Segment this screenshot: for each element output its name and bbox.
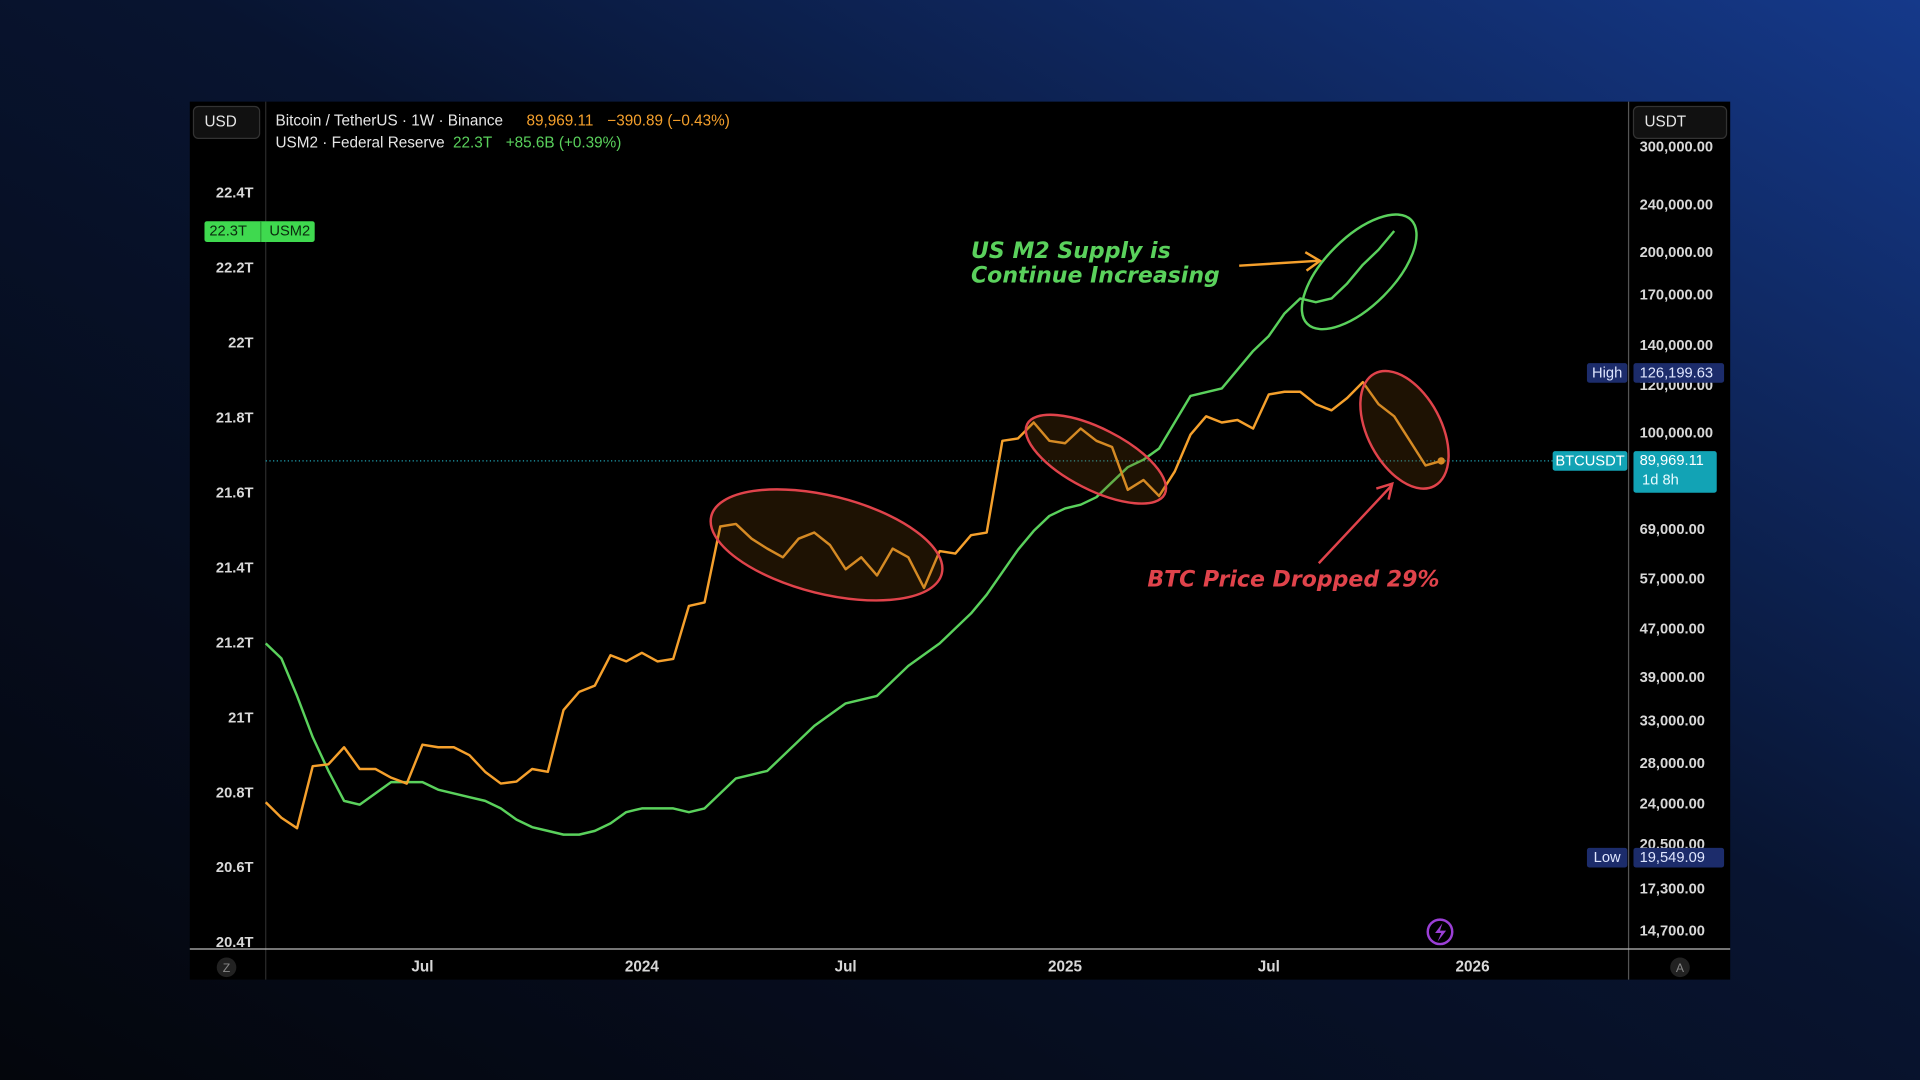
highlight-ellipse	[709, 488, 944, 602]
icon-label: A	[1676, 961, 1685, 975]
low-label-box	[1586, 847, 1628, 868]
countdown-text: 1d 8h	[1642, 472, 1679, 488]
legend-price: 89,969.11	[527, 112, 594, 129]
currency-label: USD	[204, 113, 236, 130]
y-tick-label: 21.2T	[216, 635, 254, 651]
y-tick-label: 22T	[228, 335, 253, 351]
y2-tick-label: 100,000.00	[1640, 425, 1714, 441]
currency-button[interactable]	[1632, 105, 1728, 139]
lightning-glyph	[1435, 923, 1447, 942]
last-price-box	[1633, 451, 1717, 493]
x-tick-label: 2025	[1048, 958, 1083, 975]
x-tick-label: 2024	[625, 958, 660, 975]
last-point	[1437, 457, 1445, 465]
y2-tick-label: 14,700.00	[1640, 924, 1705, 940]
y-tick-label: 21T	[228, 710, 253, 726]
y2-tick-label: 33,000.00	[1640, 713, 1705, 729]
annotation: BTC Price Dropped 29%	[1147, 567, 1439, 592]
annotation: Continue Increasing	[971, 264, 1220, 289]
x-tick-label: Jul	[835, 958, 857, 975]
auto-icon[interactable]	[1670, 957, 1690, 978]
m2-badge-box	[204, 221, 315, 243]
highlight-ellipse	[1300, 213, 1418, 331]
legend-change: −390.89 (−0.43%)	[607, 112, 729, 129]
y-tick-label: 22.4T	[216, 185, 254, 201]
y2-tick-label: 47,000.00	[1640, 622, 1705, 638]
high-value-box	[1633, 363, 1725, 383]
last-price-text: 89,969.11	[1640, 453, 1704, 469]
legend-price: 22.3T	[453, 134, 492, 151]
legend-change: +85.6B (+0.39%)	[506, 134, 622, 151]
lightning-icon[interactable]	[1426, 918, 1454, 946]
high-value-text: 126,199.63	[1640, 365, 1714, 381]
zoom-icon[interactable]	[216, 957, 237, 978]
high-label-text: High	[1592, 365, 1622, 381]
y-tick-label: 20.4T	[216, 935, 254, 951]
annotations: US M2 Supply is Continue Increasing BTC …	[709, 213, 1454, 946]
series-line	[264, 380, 1442, 830]
currency-label: USDT	[1644, 113, 1686, 130]
highlight-ellipse	[1024, 413, 1168, 505]
header: USD USDT Bitcoin / TetherUS · 1W · Binan…	[192, 105, 1728, 978]
arrow	[1239, 251, 1323, 272]
symbol-box	[1552, 451, 1628, 471]
y2-tick-label: 57,000.00	[1640, 571, 1705, 587]
y-tick-label: 21.4T	[216, 560, 254, 576]
icon-label: Z	[223, 961, 231, 975]
y2-tick-label: 140,000.00	[1640, 338, 1714, 354]
y2-tick-label: 240,000.00	[1640, 198, 1714, 214]
y2-tick-label: 200,000.00	[1640, 245, 1714, 261]
y-tick-label: 22.2T	[216, 260, 254, 276]
m2-badge-value: 22.3T	[209, 223, 247, 239]
series-line	[264, 230, 1396, 836]
y2-tick-label: 300,000.00	[1640, 140, 1714, 156]
x-tick-label: 2026	[1456, 958, 1490, 975]
y2-tick-label: 28,000.00	[1640, 756, 1705, 772]
y2-tick-label: 24,000.00	[1640, 796, 1705, 812]
y2-tick-label: 39,000.00	[1640, 670, 1705, 686]
symbol-text: BTCUSDT	[1555, 453, 1624, 469]
y-tick-label: 21.6T	[216, 485, 254, 501]
y-tick-label: 21.8T	[216, 410, 254, 426]
high-label-box	[1586, 363, 1628, 383]
x-tick-label: Jul	[1258, 958, 1280, 975]
currency-button[interactable]	[192, 105, 261, 139]
x-tick-label: Jul	[411, 958, 433, 975]
legend-title: Bitcoin / TetherUS · 1W · Binance	[276, 112, 504, 129]
low-value-text: 19,549.09	[1640, 850, 1705, 866]
chart-panel	[189, 101, 1731, 980]
m2-badge-name: USM2	[269, 223, 310, 239]
price-badges: High 126,199.63 Low 19,549.09 BTCUSDT 89,969.…	[204, 221, 1725, 868]
annotation: US M2 Supply is	[971, 239, 1171, 264]
y2-tick-label: 170,000.00	[1640, 287, 1714, 303]
y-tick-label: 20.6T	[216, 860, 254, 876]
y2-tick-label: 17,300.00	[1640, 881, 1705, 897]
arrow	[1317, 481, 1394, 565]
low-value-box	[1633, 847, 1725, 868]
y2-tick-label: 69,000.00	[1640, 522, 1705, 538]
low-label-text: Low	[1594, 850, 1621, 866]
legend-title: USM2 · Federal Reserve	[276, 134, 445, 151]
y-tick-label: 20.8T	[216, 785, 254, 801]
highlight-ellipse	[1359, 369, 1450, 490]
plot: 20.4T 20.6T 20.8T 21T 21.2T 21.4T 21.6T 21.8T 22…	[216, 140, 1713, 976]
